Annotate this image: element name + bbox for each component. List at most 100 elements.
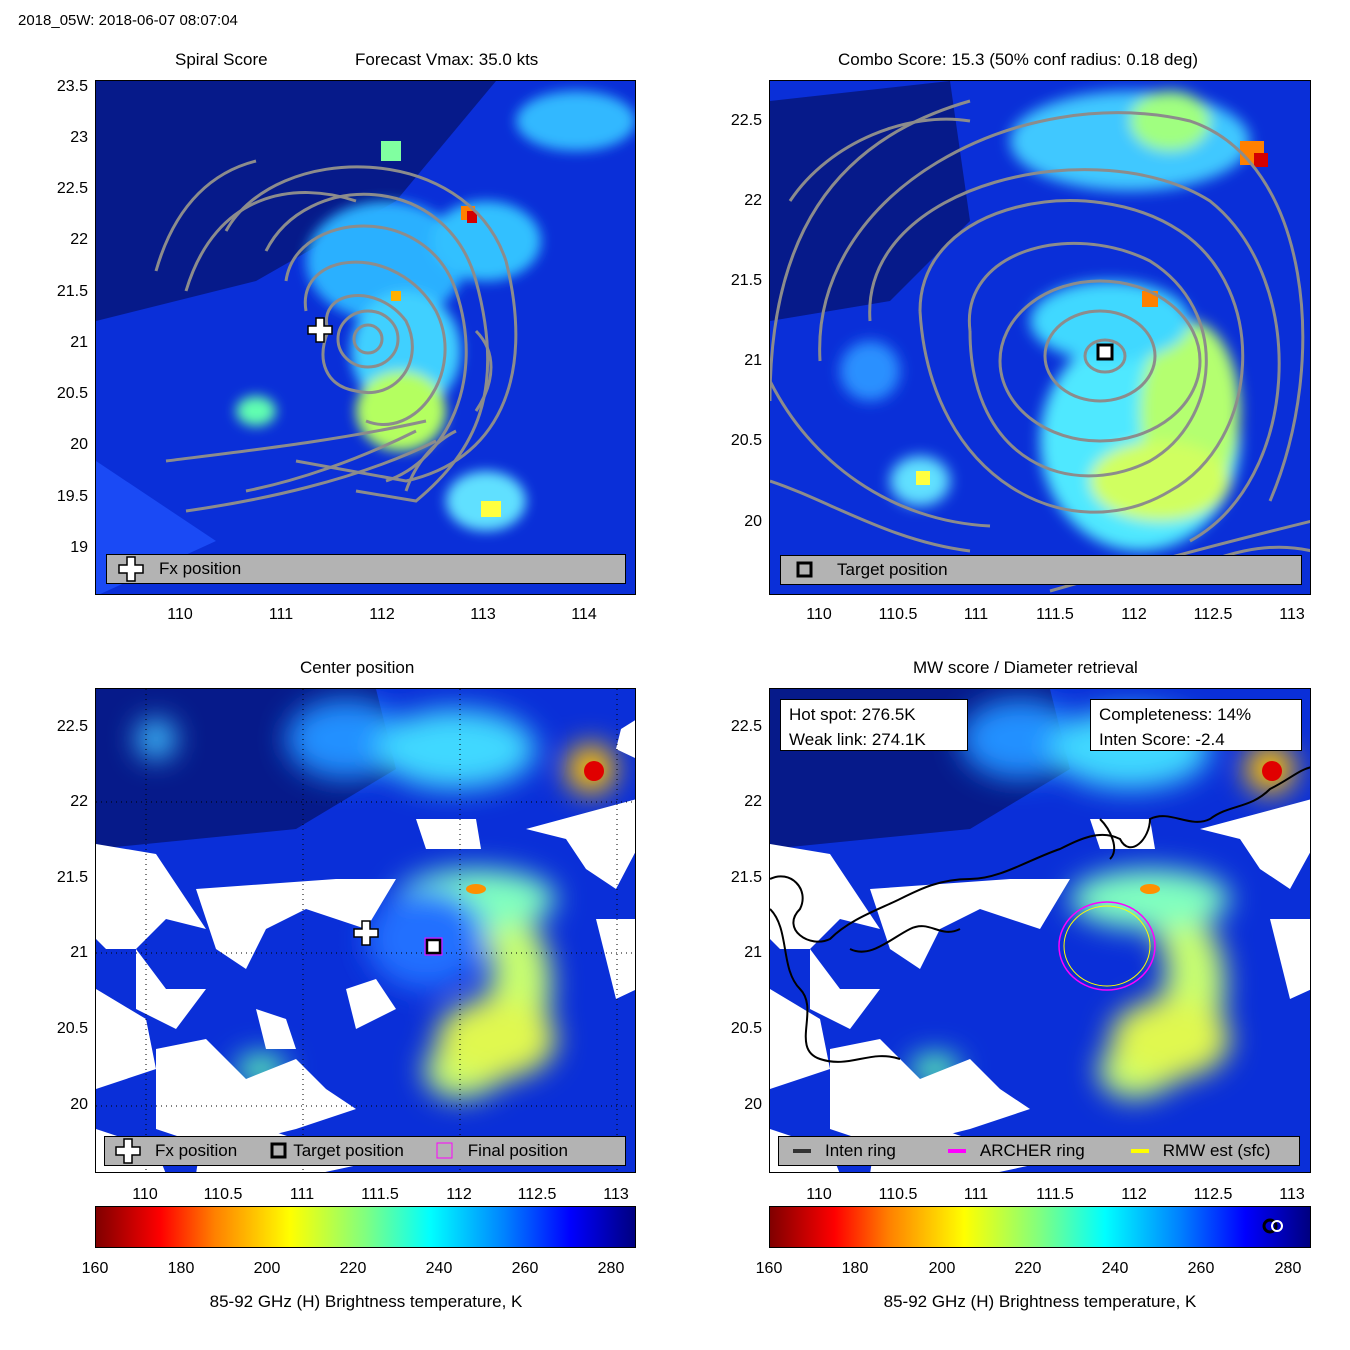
- x-tick-label: 160: [81, 1260, 109, 1277]
- legend-fx-label: Fx position: [159, 559, 242, 578]
- x-tick-label: 220: [1014, 1260, 1042, 1277]
- cross-icon: [115, 1138, 141, 1164]
- center-legend: Fx position Target position Final positi…: [104, 1136, 626, 1166]
- y-tick-label: 22.5: [730, 718, 762, 735]
- y-tick-label: 20.5: [730, 432, 762, 449]
- legend-final-label: Final position: [467, 1141, 568, 1160]
- mw-score-panel: Hot spot: 276.5K Weak link: 274.1K Compl…: [769, 688, 1311, 1173]
- y-tick-label: 20.5: [730, 1020, 762, 1037]
- x-tick-label: 112.5: [1193, 1186, 1233, 1203]
- x-tick-label: 113: [603, 1186, 629, 1203]
- x-tick-label: 111: [268, 606, 294, 623]
- colorbar-left: [95, 1206, 636, 1248]
- x-tick-label: 260: [511, 1260, 539, 1277]
- x-tick-label: 110: [806, 1186, 832, 1203]
- combo-score-map: [770, 81, 1310, 593]
- spiral-score-map: [96, 81, 635, 594]
- rmw-ring-swatch: [1130, 1149, 1149, 1153]
- x-tick-label: 240: [1101, 1260, 1129, 1277]
- x-tick-label: 110: [167, 606, 193, 623]
- x-tick-label: 112: [1121, 606, 1147, 623]
- completeness-info: Completeness: 14% Inten Score: -2.4: [1090, 699, 1302, 751]
- fx-position-marker: [307, 317, 333, 343]
- x-tick-label: 111.5: [1036, 1186, 1074, 1203]
- spiral-score-title: Spiral Score: [175, 50, 268, 69]
- figure-suptitle: 2018_05W: 2018-06-07 08:07:04: [18, 12, 238, 29]
- x-tick-label: 113: [1279, 606, 1305, 623]
- missing-data-regions: [770, 799, 1310, 1172]
- y-tick-label: 22.5: [56, 718, 88, 735]
- brightness-blobs: [910, 699, 1295, 1099]
- y-tick-label: 20: [70, 1096, 88, 1113]
- x-tick-label: 260: [1187, 1260, 1215, 1277]
- target-position-marker: [1096, 343, 1114, 361]
- legend-fx-label: Fx position: [155, 1141, 238, 1160]
- x-tick-label: 112: [446, 1186, 472, 1203]
- combo-legend: Target position: [780, 555, 1302, 585]
- y-tick-label: 20: [70, 436, 88, 453]
- coastline: [770, 766, 1310, 1063]
- y-tick-label: 21: [744, 352, 762, 369]
- forecast-vmax-title: Forecast Vmax: 35.0 kts: [355, 50, 539, 69]
- legend-inten-label: Inten ring: [825, 1141, 896, 1160]
- ring-symbol-icon: [1262, 1218, 1283, 1234]
- y-tick-label: 22: [744, 793, 762, 810]
- combo-score-panel: Target position: [769, 80, 1311, 595]
- x-tick-label: 111: [289, 1186, 315, 1203]
- y-tick-label: 20.5: [56, 385, 88, 402]
- y-tick-label: 20.5: [56, 1020, 88, 1037]
- contour-lines: [154, 159, 518, 513]
- y-tick-label: 21.5: [730, 869, 762, 886]
- x-tick-label: 111: [963, 1186, 989, 1203]
- pixel-hot: [1254, 153, 1268, 167]
- x-tick-label: 112.5: [1193, 606, 1233, 623]
- x-tick-label: 200: [928, 1260, 956, 1277]
- y-tick-label: 22: [70, 793, 88, 810]
- y-tick-label: 23.5: [56, 78, 88, 95]
- combo-score-title: Combo Score: 15.3 (50% conf radius: 0.18…: [838, 50, 1199, 69]
- x-tick-label: 112: [369, 606, 395, 623]
- hot-core: [1140, 884, 1160, 894]
- hot-spot-info: Hot spot: 276.5K Weak link: 274.1K: [780, 699, 968, 751]
- y-tick-label: 20: [744, 1096, 762, 1113]
- hot-spot-text: Hot spot: 276.5K: [789, 705, 916, 724]
- hot-core: [1262, 761, 1282, 781]
- inten-ring-swatch: [793, 1149, 811, 1153]
- final-position-marker: [424, 937, 443, 956]
- x-tick-label: 111.5: [1036, 606, 1074, 623]
- x-tick-label: 112.5: [517, 1186, 557, 1203]
- legend-rmw-label: RMW est (sfc): [1162, 1141, 1271, 1160]
- x-tick-label: 110: [806, 606, 832, 623]
- y-tick-label: 22.5: [56, 180, 88, 197]
- pixel-hot: [916, 471, 930, 485]
- y-tick-label: 21.5: [56, 869, 88, 886]
- x-tick-label: 220: [339, 1260, 367, 1277]
- y-tick-label: 22: [744, 192, 762, 209]
- brightness-blobs: [840, 91, 1250, 551]
- spiral-legend: Fx position: [106, 554, 626, 584]
- pixel-hot: [391, 291, 401, 301]
- brightness-blobs: [236, 91, 635, 531]
- hot-core: [584, 761, 604, 781]
- y-tick-label: 23: [70, 129, 88, 146]
- gridlines: [96, 689, 635, 1172]
- pixel-hot: [381, 141, 401, 161]
- x-tick-label: 160: [755, 1260, 783, 1277]
- center-position-map: [96, 689, 635, 1172]
- x-tick-label: 180: [841, 1260, 869, 1277]
- x-tick-label: 110.5: [878, 1186, 918, 1203]
- y-tick-label: 21: [744, 944, 762, 961]
- legend-target-label: Target position: [293, 1141, 404, 1160]
- mw-legend: Inten ring ARCHER ring RMW est (sfc): [778, 1136, 1300, 1166]
- y-tick-label: 19: [70, 539, 88, 556]
- x-tick-label: 114: [571, 606, 597, 623]
- contour-lines: [770, 99, 1310, 593]
- square-icon: [796, 561, 813, 578]
- x-tick-label: 180: [167, 1260, 195, 1277]
- mw-score-title: MW score / Diameter retrieval: [913, 658, 1138, 677]
- y-tick-label: 22.5: [730, 112, 762, 129]
- fx-position-marker: [353, 920, 379, 946]
- x-tick-label: 113: [470, 606, 496, 623]
- x-tick-label: 200: [253, 1260, 281, 1277]
- y-tick-label: 21: [70, 334, 88, 351]
